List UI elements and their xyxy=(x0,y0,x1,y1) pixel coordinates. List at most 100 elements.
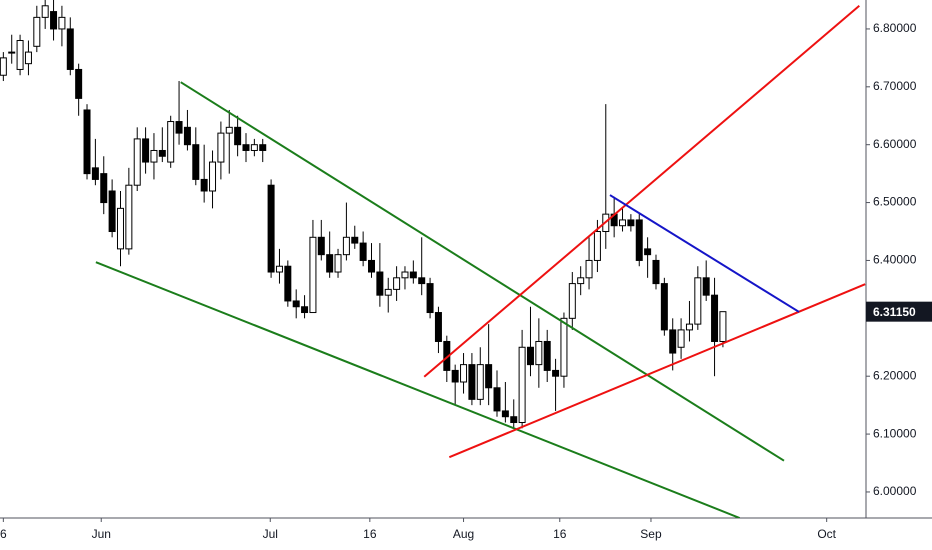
candle-body xyxy=(518,346,526,424)
candle-body xyxy=(409,271,417,279)
y-tick-label: 6.80000 xyxy=(873,21,917,35)
candle-body xyxy=(619,219,627,227)
candle-body xyxy=(426,283,434,314)
candle-body xyxy=(711,294,719,342)
candle-body xyxy=(125,184,133,250)
candle-body xyxy=(142,138,150,163)
last-price-label: 6.31150 xyxy=(873,305,916,319)
candle-body xyxy=(476,364,484,400)
candle-body xyxy=(510,416,518,424)
candle-body xyxy=(83,109,91,175)
candle-body xyxy=(183,126,191,146)
trendline xyxy=(448,283,866,459)
candle-body xyxy=(0,57,7,76)
last-price-box xyxy=(866,301,932,322)
candle-body xyxy=(552,369,560,377)
candle-body xyxy=(58,16,66,30)
candle-body xyxy=(66,28,74,70)
candle-body xyxy=(33,16,41,47)
candle-body xyxy=(342,236,350,256)
candle-body xyxy=(259,144,267,151)
candle-body xyxy=(217,132,225,163)
candle-body xyxy=(317,236,325,256)
candle-body xyxy=(167,121,175,163)
candle-body xyxy=(468,364,476,400)
candle-body xyxy=(108,190,116,233)
candle-body xyxy=(359,242,367,261)
x-tick-label: Oct xyxy=(817,527,836,541)
candle-body xyxy=(326,254,334,273)
y-tick-label: 6.00000 xyxy=(873,484,917,498)
candle-body xyxy=(451,369,459,383)
candle-body xyxy=(719,311,727,342)
candle-body xyxy=(368,259,376,273)
candle-body xyxy=(175,121,183,134)
candle-body xyxy=(685,323,693,331)
candle-body xyxy=(660,283,668,331)
trendline xyxy=(95,261,741,518)
candle-body xyxy=(493,387,501,412)
candle-body xyxy=(24,51,32,65)
candle-body xyxy=(250,144,258,151)
candle-body xyxy=(535,340,543,366)
candle-body xyxy=(593,231,601,261)
candle-body xyxy=(91,167,99,180)
candle-body xyxy=(8,51,16,54)
candle-body xyxy=(309,236,317,314)
candle-body xyxy=(401,271,409,279)
candle-body xyxy=(418,277,426,285)
x-tick-label: 16 xyxy=(553,527,567,541)
candle-body xyxy=(192,144,200,180)
candle-body xyxy=(41,5,49,18)
candle-body xyxy=(292,300,300,308)
trendline xyxy=(609,194,800,313)
candle-body xyxy=(351,236,359,244)
candle-body xyxy=(284,265,292,302)
candle-body xyxy=(275,265,283,273)
candle-body xyxy=(100,173,108,204)
candle-body xyxy=(585,259,593,279)
candle-body xyxy=(393,277,401,290)
candle-body xyxy=(50,11,58,30)
candle-body xyxy=(209,161,217,192)
x-tick-label: 6 xyxy=(0,527,7,541)
candle-body xyxy=(543,340,551,371)
candle-body xyxy=(133,138,141,186)
candle-body xyxy=(225,126,233,134)
y-tick-label: 6.60000 xyxy=(873,137,917,151)
candle-body xyxy=(116,207,124,250)
candle-body xyxy=(16,40,24,70)
candle-body xyxy=(644,248,652,256)
candle-body xyxy=(501,410,509,418)
candle-body xyxy=(652,259,660,285)
candle-body xyxy=(702,277,710,296)
x-tick-label: Jul xyxy=(263,527,278,541)
candle-body xyxy=(560,317,568,377)
candle-body xyxy=(526,346,534,366)
candle-body xyxy=(334,254,342,273)
candle-body xyxy=(200,178,208,192)
candle-body xyxy=(460,364,468,383)
y-tick-label: 6.70000 xyxy=(873,79,917,93)
candle-body xyxy=(376,271,384,296)
candle-body xyxy=(577,277,585,285)
trendline xyxy=(180,81,785,462)
candle-body xyxy=(384,288,392,296)
y-tick-label: 6.10000 xyxy=(873,426,917,440)
candle-body xyxy=(635,219,643,261)
candle-body xyxy=(150,149,158,163)
candle-body xyxy=(234,126,242,146)
x-tick-label: Sep xyxy=(640,527,662,541)
x-tick-label: Aug xyxy=(453,527,474,541)
candle-body xyxy=(242,144,250,151)
y-tick-label: 6.50000 xyxy=(873,195,917,209)
candle-body xyxy=(627,219,635,227)
candle-body xyxy=(267,184,275,273)
y-tick-label: 6.40000 xyxy=(873,253,917,267)
candle-body xyxy=(434,312,442,342)
candle-body xyxy=(669,329,677,354)
candle-body xyxy=(568,283,576,319)
